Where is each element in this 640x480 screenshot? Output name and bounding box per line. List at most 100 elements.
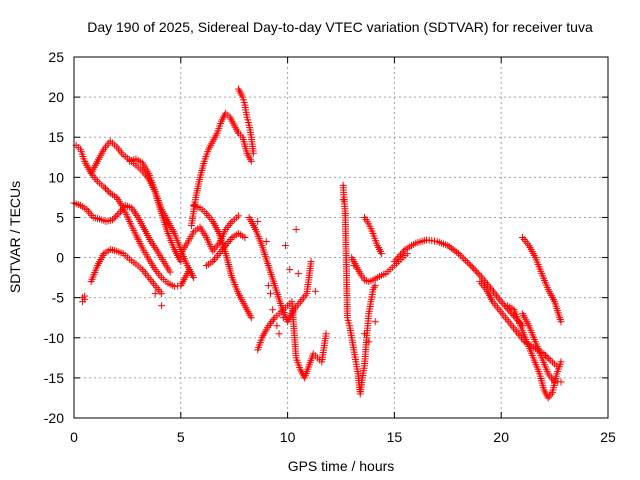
data-point [471, 266, 479, 274]
data-point [110, 214, 118, 222]
data-point [191, 196, 199, 204]
data-point [264, 259, 272, 267]
data-point [212, 131, 220, 139]
data-point [113, 211, 121, 219]
data-point [451, 247, 459, 255]
data-point [296, 363, 304, 371]
data-point [240, 300, 248, 308]
data-point [103, 186, 111, 194]
data-point [111, 192, 119, 200]
data-point [249, 147, 257, 155]
data-point [146, 236, 154, 244]
data-point [506, 320, 514, 328]
data-point [105, 188, 113, 196]
data-point [341, 209, 349, 217]
data-point [143, 167, 151, 175]
data-point [176, 256, 184, 264]
data-point [262, 238, 270, 246]
x-axis-label: GPS time / hours [288, 458, 395, 474]
data-point [227, 271, 235, 279]
data-point [537, 267, 545, 275]
data-point [535, 368, 543, 376]
data-point [363, 218, 371, 226]
data-point [301, 292, 309, 300]
data-point [468, 263, 476, 271]
data-point [112, 213, 120, 221]
data-point [368, 227, 376, 235]
data-point [120, 203, 128, 211]
data-point [365, 312, 373, 320]
data-point [397, 251, 405, 259]
data-point [497, 298, 505, 306]
data-point [232, 214, 240, 222]
data-point [229, 119, 237, 127]
data-point [481, 284, 489, 292]
x-tick-label: 25 [600, 429, 616, 445]
data-point [81, 204, 89, 212]
data-point [189, 272, 197, 280]
data-point [165, 266, 173, 274]
data-point [214, 227, 222, 235]
data-point [462, 256, 470, 264]
data-point [372, 239, 380, 247]
data-point [400, 247, 408, 255]
data-point [139, 223, 147, 231]
data-point [491, 290, 499, 298]
y-axis-label: SDTVAR / TECUs [7, 181, 23, 293]
x-tick-label: 10 [280, 429, 296, 445]
data-point [388, 264, 396, 272]
y-tick-label: 25 [48, 49, 64, 65]
data-point [74, 201, 82, 209]
data-point [352, 355, 360, 363]
data-point [273, 312, 281, 320]
data-point [547, 390, 555, 398]
y-tick-label: 10 [48, 169, 64, 185]
data-point [99, 252, 107, 260]
data-point [265, 321, 273, 329]
data-point [360, 364, 368, 372]
data-point [524, 320, 532, 328]
data-point [449, 246, 457, 254]
data-point [269, 306, 277, 314]
data-point [240, 98, 248, 106]
data-point [365, 338, 373, 346]
data-point [234, 287, 242, 295]
data-point [111, 247, 119, 255]
data-point [477, 273, 485, 281]
y-tick-label: 5 [56, 209, 64, 225]
data-point [442, 241, 450, 249]
data-point [208, 139, 216, 147]
data-point [500, 312, 508, 320]
data-point [207, 215, 215, 223]
data-point [131, 229, 139, 237]
data-point [473, 268, 481, 276]
x-tick-label: 5 [177, 429, 185, 445]
data-point [490, 288, 498, 296]
data-point [377, 248, 385, 256]
data-point [354, 367, 362, 375]
data-point [556, 360, 564, 368]
data-point [523, 240, 531, 248]
data-point [294, 270, 302, 278]
data-point [200, 208, 208, 216]
data-point [281, 242, 289, 250]
data-point [371, 318, 379, 326]
data-point [136, 165, 144, 173]
y-tick-label: -20 [44, 410, 64, 426]
data-point [460, 255, 468, 263]
data-point [239, 232, 247, 240]
data-point [214, 241, 222, 249]
data-point [269, 316, 277, 324]
data-point [311, 352, 319, 360]
data-point [157, 203, 165, 211]
data-point [196, 176, 204, 184]
data-point [347, 331, 355, 339]
data-point [522, 335, 530, 343]
data-point [123, 253, 131, 261]
data-point [93, 215, 101, 223]
data-point [237, 131, 245, 139]
data-point [543, 283, 551, 291]
data-point [465, 260, 473, 268]
data-point [470, 265, 478, 273]
